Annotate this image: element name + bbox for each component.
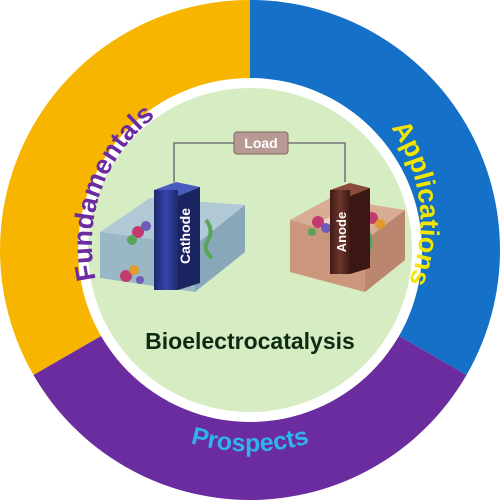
cathode-electrode: [154, 182, 200, 290]
anode-electrode: [330, 183, 370, 274]
anode-label: Anode: [334, 212, 349, 252]
cathode-enzyme-icon: [120, 218, 214, 284]
cathode-label: Cathode: [177, 208, 193, 264]
load-box: [233, 131, 289, 155]
load-label: Load: [244, 135, 277, 151]
center-title: Bioelectrocatalysis: [145, 328, 355, 354]
center-disk: [88, 88, 412, 412]
circuit-wire: [173, 142, 346, 182]
